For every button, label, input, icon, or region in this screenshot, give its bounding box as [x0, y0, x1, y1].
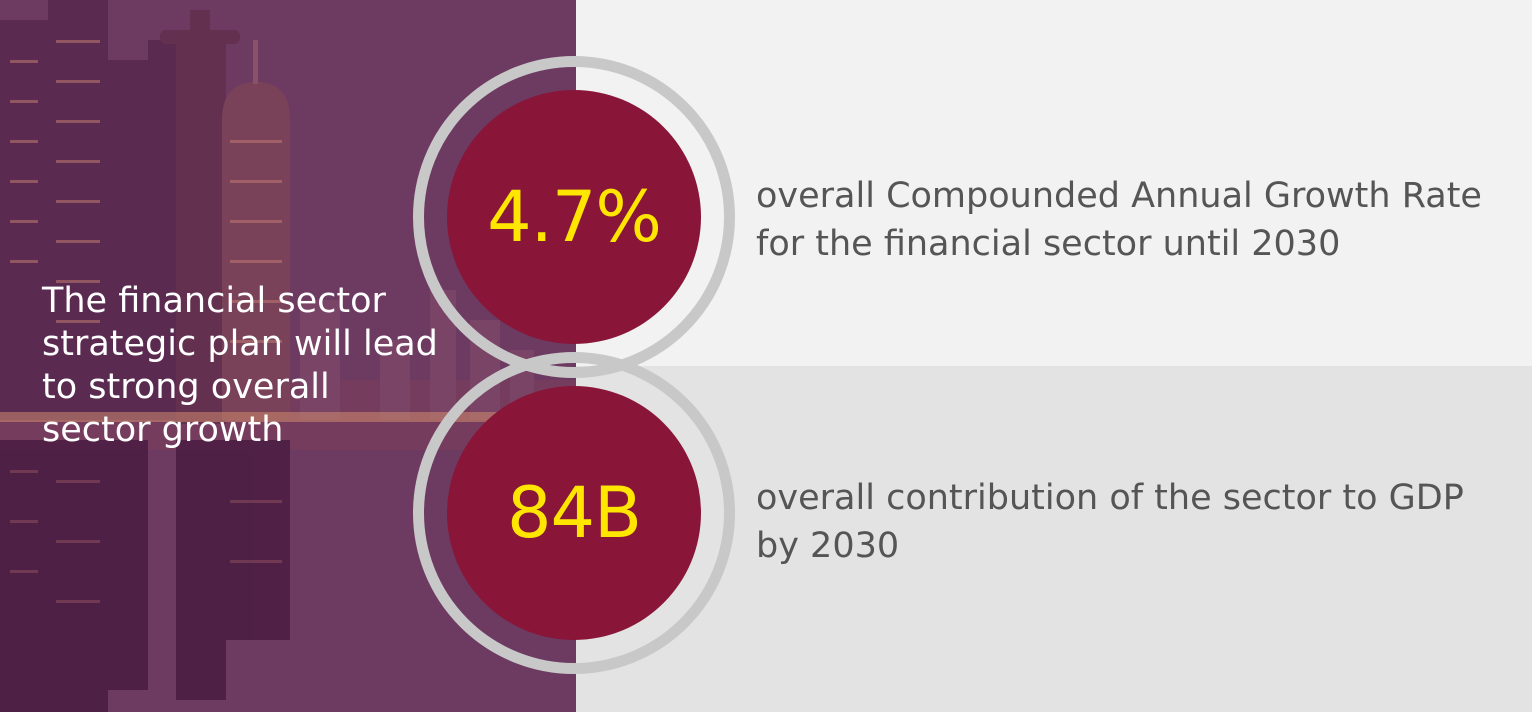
stat-description-gdp: overall contribution of the sector to GD… [756, 478, 1464, 566]
stat-disc-gdp: 84B [447, 386, 701, 640]
intro-text: The financial sector strategic plan will… [42, 281, 438, 450]
stat-ring-gdp [413, 352, 735, 674]
stat-disc-growth: 4.7% [447, 90, 701, 344]
stat-panel-top [576, 0, 1532, 366]
stat-value-gdp: 84B [506, 472, 642, 554]
stat-description-growth: overall Compounded Annual Growth Rate fo… [756, 176, 1482, 264]
stat-panel-bottom [576, 366, 1532, 712]
stat-value-growth: 4.7% [487, 176, 662, 258]
